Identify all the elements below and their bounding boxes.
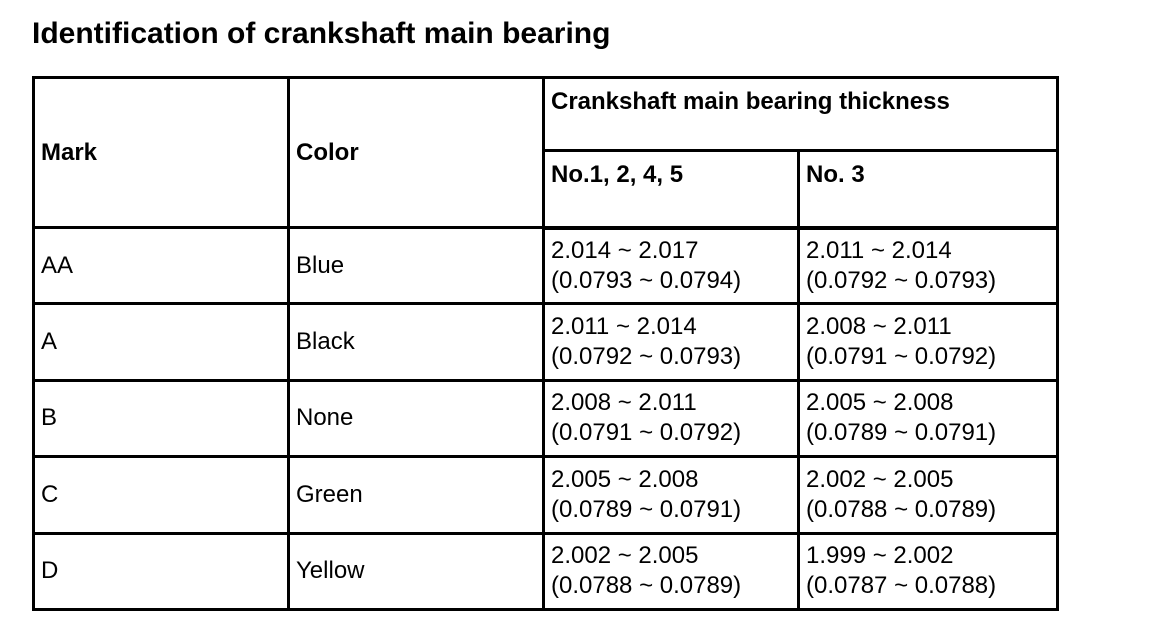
thickness-no1245-in: (0.0788 ~ 0.0789) bbox=[551, 572, 742, 600]
header-color: Color bbox=[287, 76, 545, 229]
thickness-no3-in: (0.0788 ~ 0.0789) bbox=[806, 495, 997, 523]
header-mark: Mark bbox=[32, 76, 290, 229]
color-cell: Yellow bbox=[287, 531, 545, 612]
thickness-no1245-cell: 2.005 ~ 2.008 (0.0789 ~ 0.0791) bbox=[542, 455, 800, 535]
bearing-identification-table: Mark Color Crankshaft main bearing thick… bbox=[32, 76, 1060, 612]
thickness-no3-in: (0.0792 ~ 0.0793) bbox=[806, 266, 997, 294]
thickness-no1245-in: (0.0789 ~ 0.0791) bbox=[551, 495, 742, 523]
thickness-no1245-cell: 2.002 ~ 2.005 (0.0788 ~ 0.0789) bbox=[542, 531, 800, 612]
table-row: D Yellow 2.002 ~ 2.005 (0.0788 ~ 0.0789)… bbox=[32, 531, 1060, 612]
color-cell: Blue bbox=[287, 225, 545, 306]
header-journal-3: No. 3 bbox=[796, 149, 1060, 230]
table-row: A Black 2.011 ~ 2.014 (0.0792 ~ 0.0793) … bbox=[32, 302, 1060, 382]
color-cell: Green bbox=[287, 455, 545, 535]
thickness-no3-mm: 2.002 ~ 2.005 bbox=[806, 465, 954, 493]
thickness-no1245-mm: 2.011 ~ 2.014 bbox=[551, 313, 697, 341]
thickness-no3-cell: 2.008 ~ 2.011 (0.0791 ~ 0.0792) bbox=[796, 302, 1060, 382]
table-row: B None 2.008 ~ 2.011 (0.0791 ~ 0.0792) 2… bbox=[32, 378, 1060, 459]
thickness-no3-cell: 2.002 ~ 2.005 (0.0788 ~ 0.0789) bbox=[796, 455, 1060, 535]
mark-cell: C bbox=[32, 455, 290, 535]
color-cell: Black bbox=[287, 302, 545, 382]
thickness-no3-cell: 2.011 ~ 2.014 (0.0792 ~ 0.0793) bbox=[796, 225, 1060, 306]
thickness-no3-in: (0.0791 ~ 0.0792) bbox=[806, 343, 997, 371]
thickness-no1245-in: (0.0791 ~ 0.0792) bbox=[551, 419, 742, 447]
thickness-no3-mm: 1.999 ~ 2.002 bbox=[806, 542, 954, 570]
thickness-no1245-in: (0.0792 ~ 0.0793) bbox=[551, 343, 742, 371]
page-title: Identification of crankshaft main bearin… bbox=[32, 17, 611, 50]
mark-cell: B bbox=[32, 378, 290, 459]
header-row-2: No.1, 2, 4, 5 No. 3 bbox=[34, 149, 1060, 230]
thickness-no1245-in: (0.0793 ~ 0.0794) bbox=[551, 266, 742, 294]
thickness-no3-in: (0.0789 ~ 0.0791) bbox=[806, 419, 997, 447]
thickness-no3-in: (0.0787 ~ 0.0788) bbox=[806, 572, 997, 600]
thickness-no1245-cell: 2.011 ~ 2.014 (0.0792 ~ 0.0793) bbox=[542, 302, 800, 382]
thickness-no3-mm: 2.008 ~ 2.011 bbox=[806, 313, 952, 341]
thickness-no1245-cell: 2.008 ~ 2.011 (0.0791 ~ 0.0792) bbox=[542, 378, 800, 459]
mark-cell: AA bbox=[32, 225, 290, 306]
mark-cell: A bbox=[32, 302, 290, 382]
header-row-1: Mark Color Crankshaft main bearing thick… bbox=[32, 76, 1060, 229]
thickness-no3-cell: 2.005 ~ 2.008 (0.0789 ~ 0.0791) bbox=[796, 378, 1060, 459]
mark-cell: D bbox=[32, 531, 290, 612]
thickness-no1245-mm: 2.002 ~ 2.005 bbox=[551, 542, 699, 570]
table-body: AA Blue 2.014 ~ 2.017 (0.0793 ~ 0.0794) … bbox=[32, 225, 1060, 612]
header-journals-1245: No.1, 2, 4, 5 bbox=[542, 149, 800, 230]
thickness-no1245-cell: 2.014 ~ 2.017 (0.0793 ~ 0.0794) bbox=[542, 225, 800, 306]
thickness-no1245-mm: 2.008 ~ 2.011 bbox=[551, 389, 697, 417]
thickness-no1245-mm: 2.005 ~ 2.008 bbox=[551, 465, 699, 493]
thickness-no3-mm: 2.011 ~ 2.014 bbox=[806, 236, 952, 264]
table-row: C Green 2.005 ~ 2.008 (0.0789 ~ 0.0791) … bbox=[32, 455, 1060, 535]
header-thickness-group: Crankshaft main bearing thickness bbox=[541, 76, 1060, 152]
thickness-no1245-mm: 2.014 ~ 2.017 bbox=[551, 236, 699, 264]
table-row: AA Blue 2.014 ~ 2.017 (0.0793 ~ 0.0794) … bbox=[32, 225, 1060, 306]
thickness-no3-mm: 2.005 ~ 2.008 bbox=[806, 389, 954, 417]
thickness-no3-cell: 1.999 ~ 2.002 (0.0787 ~ 0.0788) bbox=[796, 531, 1060, 612]
color-cell: None bbox=[287, 378, 545, 459]
